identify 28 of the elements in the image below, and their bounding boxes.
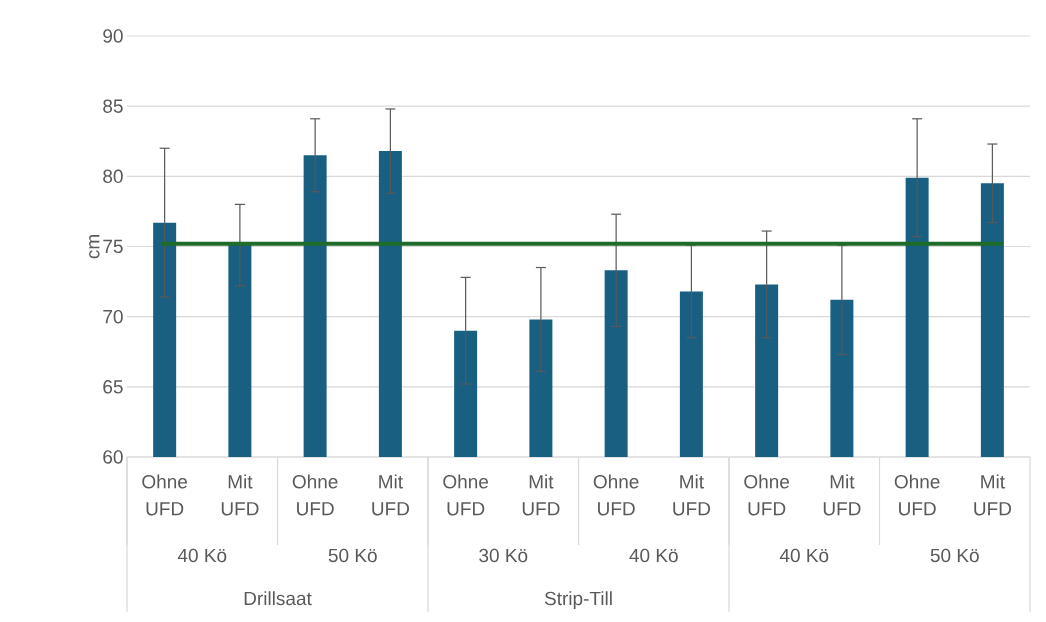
x-tick-label: Mit UFD [673, 474, 710, 516]
x-tick-label: Mit UFD [221, 474, 259, 516]
x-tick-label: Mit UFD [823, 474, 861, 516]
x-tick-label: Mit UFD [372, 474, 409, 516]
y-tick-label: 85 [103, 99, 123, 113]
y-tick-label: 75 [103, 239, 123, 254]
x-tick-label: Ohne UFD [894, 474, 940, 516]
x-tick-label: Ohne UFD [292, 474, 338, 516]
y-tick-label: 80 [103, 169, 123, 184]
text: 30 Kö [479, 548, 528, 563]
x-tick-label: Ohne UFD [593, 474, 639, 516]
y-tick-label: 65 [103, 380, 123, 394]
text: 40 Kö [177, 548, 227, 563]
text: Strip-Till [544, 591, 612, 609]
x-tick-label: Ohne UFD [142, 474, 188, 516]
text: Drillsaat [244, 591, 312, 606]
x-tick-label: Mit UFD [522, 474, 560, 516]
x-tick-label: Mit UFD [974, 474, 1011, 516]
text: 50 Kö [930, 548, 979, 563]
text: 40 Kö [779, 548, 829, 563]
y-tick-label: 90 [103, 29, 123, 43]
y-axis-title: cm [89, 235, 100, 259]
text: 50 Kö [328, 548, 377, 563]
y-tick-label: 70 [103, 309, 123, 324]
x-tick-label: Ohne UFD [744, 474, 790, 516]
x-tick-label: Ohne UFD [443, 474, 489, 516]
y-tick-label: 60 [103, 450, 123, 464]
text: 40 Kö [629, 548, 678, 563]
